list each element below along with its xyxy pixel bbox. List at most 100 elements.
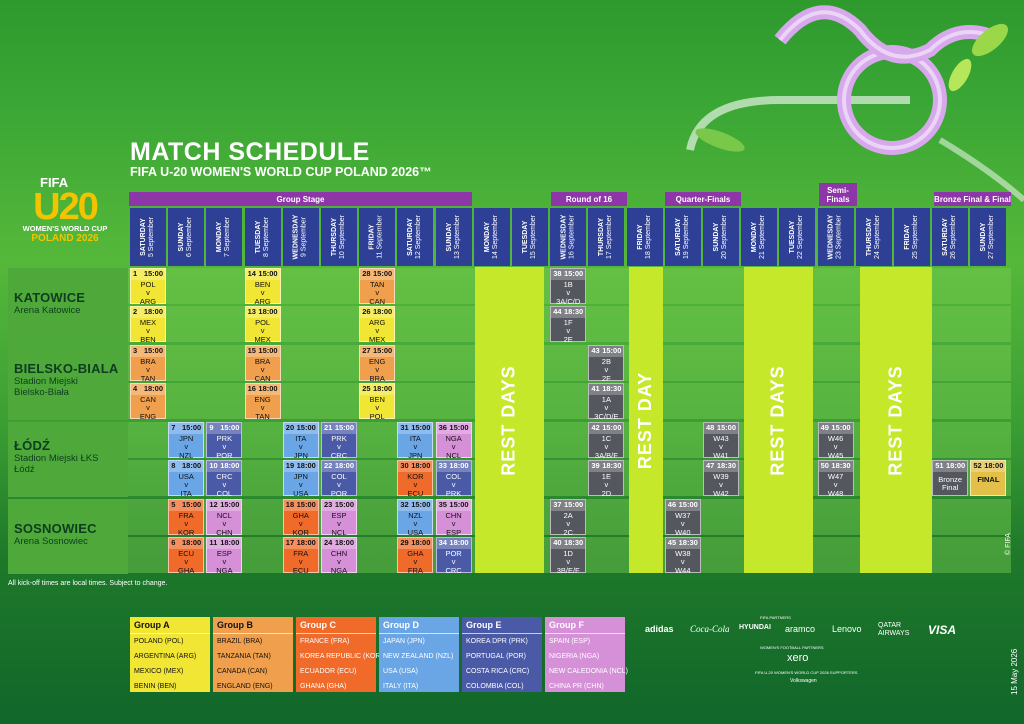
match-card[interactable]: 44 18:30 1F v 2E: [550, 306, 587, 343]
venue-name: SOSNOWIEC: [14, 521, 97, 536]
venue-sosnowiec: SOSNOWIEC Arena Sosnowiec: [8, 499, 128, 574]
match-card[interactable]: 28 15:00 TAN v CAN: [359, 268, 396, 305]
match-card[interactable]: 10 18:00 CRC v COL: [206, 460, 243, 497]
day-name: THURSDAY: [865, 217, 873, 257]
team-away: ECU: [407, 488, 424, 498]
match-card[interactable]: 49 15:00 W46 v W45: [817, 422, 854, 459]
team-away: 2D: [601, 488, 612, 498]
kickoff-time: 15:00: [411, 423, 431, 432]
match-card[interactable]: 35 15:00 CHN v ESP: [435, 499, 472, 536]
match-card[interactable]: 4 18:00 CAN v ENG: [130, 383, 166, 420]
kickoff-time: 15:00: [334, 423, 354, 432]
match-card[interactable]: 45 18:30 W38 v W44: [664, 537, 701, 574]
match-header: 47 18:30: [704, 461, 738, 472]
group-team: NIGERIA (NGA): [549, 653, 600, 660]
match-card[interactable]: 39 18:30 1E v 2D: [588, 460, 625, 498]
match-card[interactable]: 33 18:00 COL v PRK: [435, 460, 472, 497]
team-away: TAN: [255, 411, 270, 421]
versus: v: [413, 480, 418, 489]
match-number: 35: [438, 500, 447, 509]
match-card[interactable]: 14 15:00 BEN v ARG: [244, 268, 281, 305]
match-number: 10: [209, 461, 218, 470]
match-card[interactable]: 21 15:00 PRK v CRC: [321, 422, 357, 460]
rest-days-3: REST DAYS: [744, 267, 813, 573]
kickoff-time: 18:00: [373, 384, 393, 393]
team-away: GHA: [178, 565, 195, 575]
match-card[interactable]: 8 18:00 USA v ITA: [168, 460, 205, 497]
day-date: 22 September: [797, 215, 805, 259]
sponsor-visa: VISA: [928, 623, 957, 637]
match-header: 15 15:00: [245, 346, 280, 357]
stage-group: Group Stage: [129, 192, 472, 206]
match-card[interactable]: 7 15:00 JPN v NZL: [168, 422, 205, 459]
match-card[interactable]: 43 15:00 2B v 2F: [588, 345, 625, 382]
day-label: THURSDAY 24 September: [866, 215, 882, 259]
match-card[interactable]: 42 15:00 1C v 3A/B/F: [588, 422, 625, 459]
match-card[interactable]: 27 15:00 ENG v BRA: [359, 345, 396, 382]
match-card[interactable]: 30 18:00 KOR v ECU: [397, 460, 434, 498]
match-card[interactable]: 15 15:00 BRA v CAN: [244, 345, 281, 382]
match-card[interactable]: 31 15:00 ITA v JPN: [397, 422, 434, 459]
match-card[interactable]: 37 15:00 2A v 2C: [550, 499, 587, 536]
match-card[interactable]: 46 15:00 W37 v W40: [664, 499, 701, 536]
match-number: 16: [247, 384, 256, 393]
match-number: 2: [133, 307, 138, 316]
match-number: 12: [209, 500, 218, 509]
match-card[interactable]: 6 18:00 ECU v GHA: [168, 537, 205, 575]
versus: v: [566, 519, 571, 528]
day-header: THURSDAY 17 September: [588, 208, 625, 266]
match-card[interactable]: 24 18:00 CHN v NGA: [321, 537, 357, 574]
team-home: COL: [331, 471, 347, 481]
group-team: SPAIN (ESP): [549, 638, 591, 645]
match-header: 31 15:00: [398, 423, 433, 434]
match-card[interactable]: 36 15:00 NGA v NCL: [435, 422, 472, 459]
versus: v: [451, 480, 456, 489]
match-card[interactable]: 50 18:30 W47 v W48: [817, 460, 854, 497]
day-header: SUNDAY 27 September: [970, 208, 1007, 266]
match-card[interactable]: 38 15:00 1B v 3A/C/D: [550, 268, 587, 305]
match-card[interactable]: 2 18:00 MEX v BEN: [130, 306, 166, 343]
match-card[interactable]: 12 15:00 NCL v CHN: [206, 499, 243, 536]
match-card[interactable]: 32 15:00 NZL v USA: [397, 499, 434, 536]
team-home: BRA: [254, 356, 271, 366]
match-card[interactable]: 25 18:00 BEN v POL: [359, 383, 396, 420]
match-card[interactable]: 40 18:30 1D v 3B/E/F: [550, 537, 587, 574]
match-card[interactable]: 26 18:00 ARG v MEX: [359, 306, 396, 343]
match-card[interactable]: 22 18:00 COL v POR: [321, 460, 357, 497]
day-label: SUNDAY 20 September: [713, 215, 729, 259]
team-home: W43: [713, 433, 729, 443]
match-card[interactable]: 23 15:00 ESP v NCL: [321, 499, 357, 536]
match-card[interactable]: 34 18:00 POR v CRC: [435, 537, 472, 574]
versus: v: [604, 365, 609, 374]
team-away: 3C/D/E: [594, 411, 619, 421]
match-card[interactable]: 16 18:00 ENG v TAN: [244, 383, 281, 421]
bronze-final-card[interactable]: 51 18:00 Bronze Final: [932, 460, 969, 496]
group-team: ENGLAND (ENG): [217, 683, 273, 690]
match-number: 4: [133, 384, 138, 393]
versus: v: [298, 442, 303, 451]
match-card[interactable]: 47 18:30 W39 v W42: [703, 460, 739, 497]
kickoff-time: 15:00: [678, 500, 698, 509]
match-number: 44: [553, 307, 562, 316]
match-card[interactable]: 48 15:00 W43 v W41: [703, 422, 739, 459]
final-card[interactable]: 52 18:00 FINAL: [970, 460, 1007, 496]
match-card[interactable]: 5 15:00 FRA v KOR: [168, 499, 205, 536]
match-card[interactable]: 20 15:00 ITA v JPN: [282, 422, 319, 459]
match-card[interactable]: 19 18:00 JPN v USA: [282, 460, 319, 497]
match-number: 48: [706, 423, 715, 432]
match-card[interactable]: 29 18:00 GHA v FRA: [397, 537, 434, 574]
match-card[interactable]: 1 15:00 POL v ARG: [130, 268, 166, 305]
match-card[interactable]: 3 15:00 BRA v TAN: [130, 345, 166, 382]
day-date: 15 September: [530, 215, 538, 259]
match-card[interactable]: 9 15:00 PRK v POR: [206, 422, 243, 459]
match-number: 15: [247, 346, 256, 355]
match-card[interactable]: 11 18:00 ESP v NGA: [206, 537, 243, 574]
team-away: CRC: [330, 450, 348, 460]
match-header: 10 18:00: [207, 461, 242, 472]
match-card[interactable]: 18 15:00 GHA v KOR: [282, 499, 319, 536]
match-card[interactable]: 17 18:00 FRA v ECU: [282, 537, 319, 574]
match-header: 2 18:00: [131, 307, 165, 318]
versus: v: [260, 326, 265, 335]
match-card[interactable]: 13 18:00 POL v MEX: [244, 306, 281, 343]
match-card[interactable]: 41 18:30 1A v 3C/D/E: [588, 383, 625, 421]
